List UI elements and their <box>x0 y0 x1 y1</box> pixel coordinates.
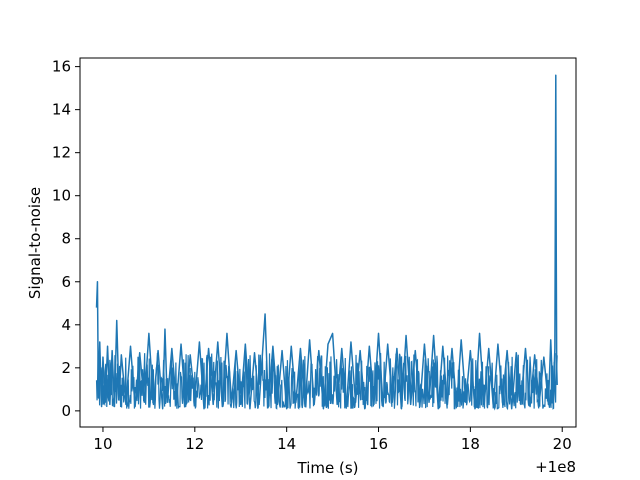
x-tick-label: 12 <box>185 435 204 453</box>
x-tick-label: 20 <box>553 435 572 453</box>
y-tick-label: 8 <box>61 230 71 248</box>
y-tick-label: 0 <box>61 402 71 420</box>
y-axis-label: Signal-to-noise <box>26 187 44 299</box>
series-group <box>95 74 558 410</box>
plot-frame <box>79 57 577 428</box>
x-tick-label: 14 <box>277 435 296 453</box>
y-tick-label: 12 <box>52 144 71 162</box>
y-tick-label: 2 <box>61 359 71 377</box>
x-axis-label: Time (s) <box>297 459 359 477</box>
series-line-0 <box>95 74 558 410</box>
y-tick-label: 6 <box>61 273 71 291</box>
y-tick-label: 4 <box>61 316 71 334</box>
x-axis-ticks: 10 12 14 16 18 20 <box>93 427 572 453</box>
y-tick-label: 10 <box>52 187 71 205</box>
y-axis-ticks: 0 2 4 6 8 10 12 14 16 <box>52 58 80 420</box>
y-tick-label: 14 <box>52 101 71 119</box>
x-tick-label: 10 <box>93 435 112 453</box>
x-tick-label: 16 <box>369 435 388 453</box>
y-tick-label: 16 <box>52 58 71 76</box>
x-tick-label: 18 <box>461 435 480 453</box>
x-axis-offset-label: +1e8 <box>535 458 576 476</box>
